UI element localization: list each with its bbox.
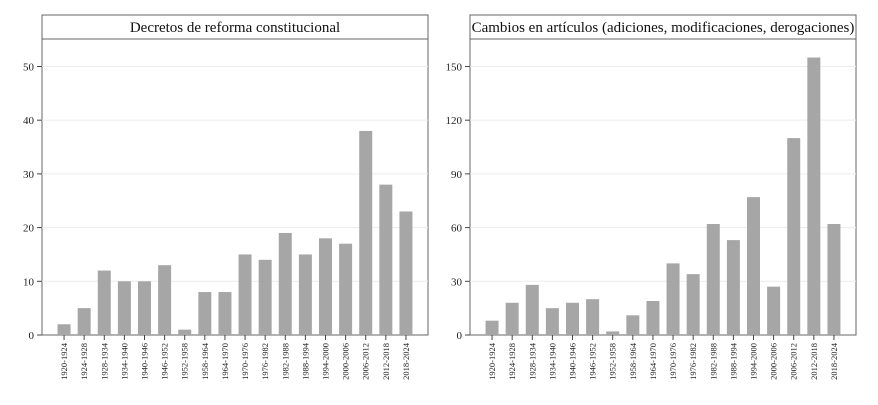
x-tick-label: 2000-2006 — [769, 343, 779, 380]
x-tick-label: 1934-1940 — [547, 343, 557, 380]
panel-decretos: Decretos de reforma constitucional 0 10 20… — [23, 14, 429, 380]
x-tick-label: 1920-1924 — [487, 342, 497, 380]
y-tick-label: 150 — [446, 61, 463, 73]
x-tick-label: 1982-1988 — [708, 343, 718, 380]
y-tick-label: 60 — [451, 223, 463, 235]
bar-2006-2012 — [787, 138, 801, 335]
x-tick-label: 1924-1928 — [79, 343, 89, 380]
bar-1952-1958 — [178, 329, 192, 335]
x-tick-label: 1924-1928 — [507, 343, 517, 380]
x-axis-ticks: 1920-1924 1924-1928 1928-1934 1934-1940 1940… — [487, 335, 839, 380]
x-tick-label: 1946-1952 — [160, 343, 170, 380]
y-tick-label: 0 — [457, 330, 463, 342]
bars — [485, 57, 841, 336]
y-tick-label: 10 — [23, 276, 35, 288]
x-tick-label: 1988-1994 — [728, 342, 738, 380]
x-tick-label: 1970-1976 — [240, 343, 250, 380]
bar-1988-1994 — [726, 240, 740, 335]
bar-1958-1964 — [626, 315, 640, 335]
bar-1982-1988 — [278, 232, 292, 335]
bar-1946-1952 — [158, 265, 172, 335]
bar-1958-1964 — [198, 292, 212, 335]
title-box — [41, 14, 429, 40]
y-tick-label: 50 — [23, 61, 35, 73]
bar-1946-1952 — [586, 299, 600, 335]
x-tick-label: 1958-1964 — [628, 342, 638, 380]
bar-1970-1976 — [238, 254, 252, 335]
y-tick-label: 90 — [451, 169, 463, 181]
bar-2000-2006 — [767, 286, 781, 335]
x-tick-label: 1928-1934 — [527, 342, 537, 380]
bar-1976-1982 — [258, 259, 272, 335]
panel-cambios: Cambios en artículos (adiciones, modific… — [446, 14, 857, 380]
x-axis-ticks: 1920-1924 1924-1928 1928-1934 1934-1940 1940… — [59, 335, 411, 380]
bar-1940-1946 — [138, 281, 151, 335]
x-tick-label: 1976-1982 — [688, 343, 698, 380]
x-tick-label: 1994-2000 — [749, 343, 759, 380]
y-axis-ticks: 0 10 20 30 40 50 — [23, 61, 42, 342]
x-tick-label: 2012-2018 — [809, 343, 819, 380]
bar-2012-2018 — [807, 57, 821, 336]
chart-title: Cambios en artículos (adiciones, modific… — [472, 20, 855, 36]
x-tick-label: 1970-1976 — [668, 343, 678, 380]
x-tick-label: 1920-1924 — [59, 342, 69, 380]
x-tick-label: 1946-1952 — [588, 343, 598, 380]
bar-1964-1970 — [646, 300, 660, 335]
title-box — [469, 14, 857, 40]
y-axis-ticks: 0 30 60 90 120 150 — [446, 61, 470, 342]
bars — [57, 130, 413, 335]
bar-1928-1934 — [525, 284, 539, 335]
x-tick-label: 1982-1988 — [280, 343, 290, 380]
bar-1970-1976 — [666, 263, 680, 335]
y-tick-label: 0 — [29, 330, 35, 342]
bar-1924-1928 — [77, 308, 91, 335]
bar-1988-1994 — [298, 254, 312, 335]
y-tick-label: 30 — [451, 276, 463, 288]
x-tick-label: 1952-1958 — [180, 343, 190, 380]
bar-2006-2012 — [359, 130, 373, 335]
x-tick-label: 1964-1970 — [220, 343, 230, 380]
bar-1982-1988 — [706, 224, 720, 335]
x-tick-label: 1940-1946 — [140, 343, 150, 380]
x-tick-label: 1928-1934 — [99, 342, 109, 380]
x-tick-label: 1952-1958 — [608, 343, 618, 380]
x-tick-label: 1958-1964 — [200, 342, 210, 380]
x-tick-label: 1940-1946 — [568, 343, 578, 380]
bar-1994-2000 — [747, 197, 760, 335]
bar-1920-1924 — [485, 320, 499, 335]
bar-1934-1940 — [545, 308, 559, 335]
x-tick-label: 2012-2018 — [381, 343, 391, 380]
bar-2000-2006 — [339, 243, 353, 335]
bar-1994-2000 — [319, 238, 332, 335]
bar-1940-1946 — [566, 302, 579, 335]
bar-2018-2024 — [827, 224, 841, 335]
bar-1964-1970 — [218, 292, 232, 335]
bar-1924-1928 — [505, 302, 519, 335]
x-tick-label: 2006-2012 — [789, 343, 799, 380]
bar-2012-2018 — [379, 184, 393, 335]
x-tick-label: 1976-1982 — [260, 343, 270, 380]
bar-1928-1934 — [97, 270, 111, 335]
bar-1976-1982 — [686, 274, 700, 335]
bar-1920-1924 — [57, 324, 71, 335]
x-tick-label: 2006-2012 — [361, 343, 371, 380]
x-tick-label: 2000-2006 — [341, 343, 351, 380]
x-tick-label: 1988-1994 — [300, 342, 310, 380]
bar-1952-1958 — [606, 331, 620, 335]
y-tick-label: 40 — [23, 115, 35, 127]
bar-1934-1940 — [117, 281, 131, 335]
x-tick-label: 2018-2024 — [401, 342, 411, 380]
bar-2018-2024 — [399, 211, 413, 335]
x-tick-label: 1934-1940 — [119, 343, 129, 380]
y-tick-label: 30 — [23, 169, 35, 181]
chart-title: Decretos de reforma constitucional — [130, 20, 340, 36]
x-tick-label: 2018-2024 — [829, 342, 839, 380]
y-tick-label: 20 — [23, 223, 35, 235]
x-tick-label: 1994-2000 — [321, 343, 331, 380]
x-tick-label: 1964-1970 — [648, 343, 658, 380]
y-tick-label: 120 — [446, 115, 463, 127]
